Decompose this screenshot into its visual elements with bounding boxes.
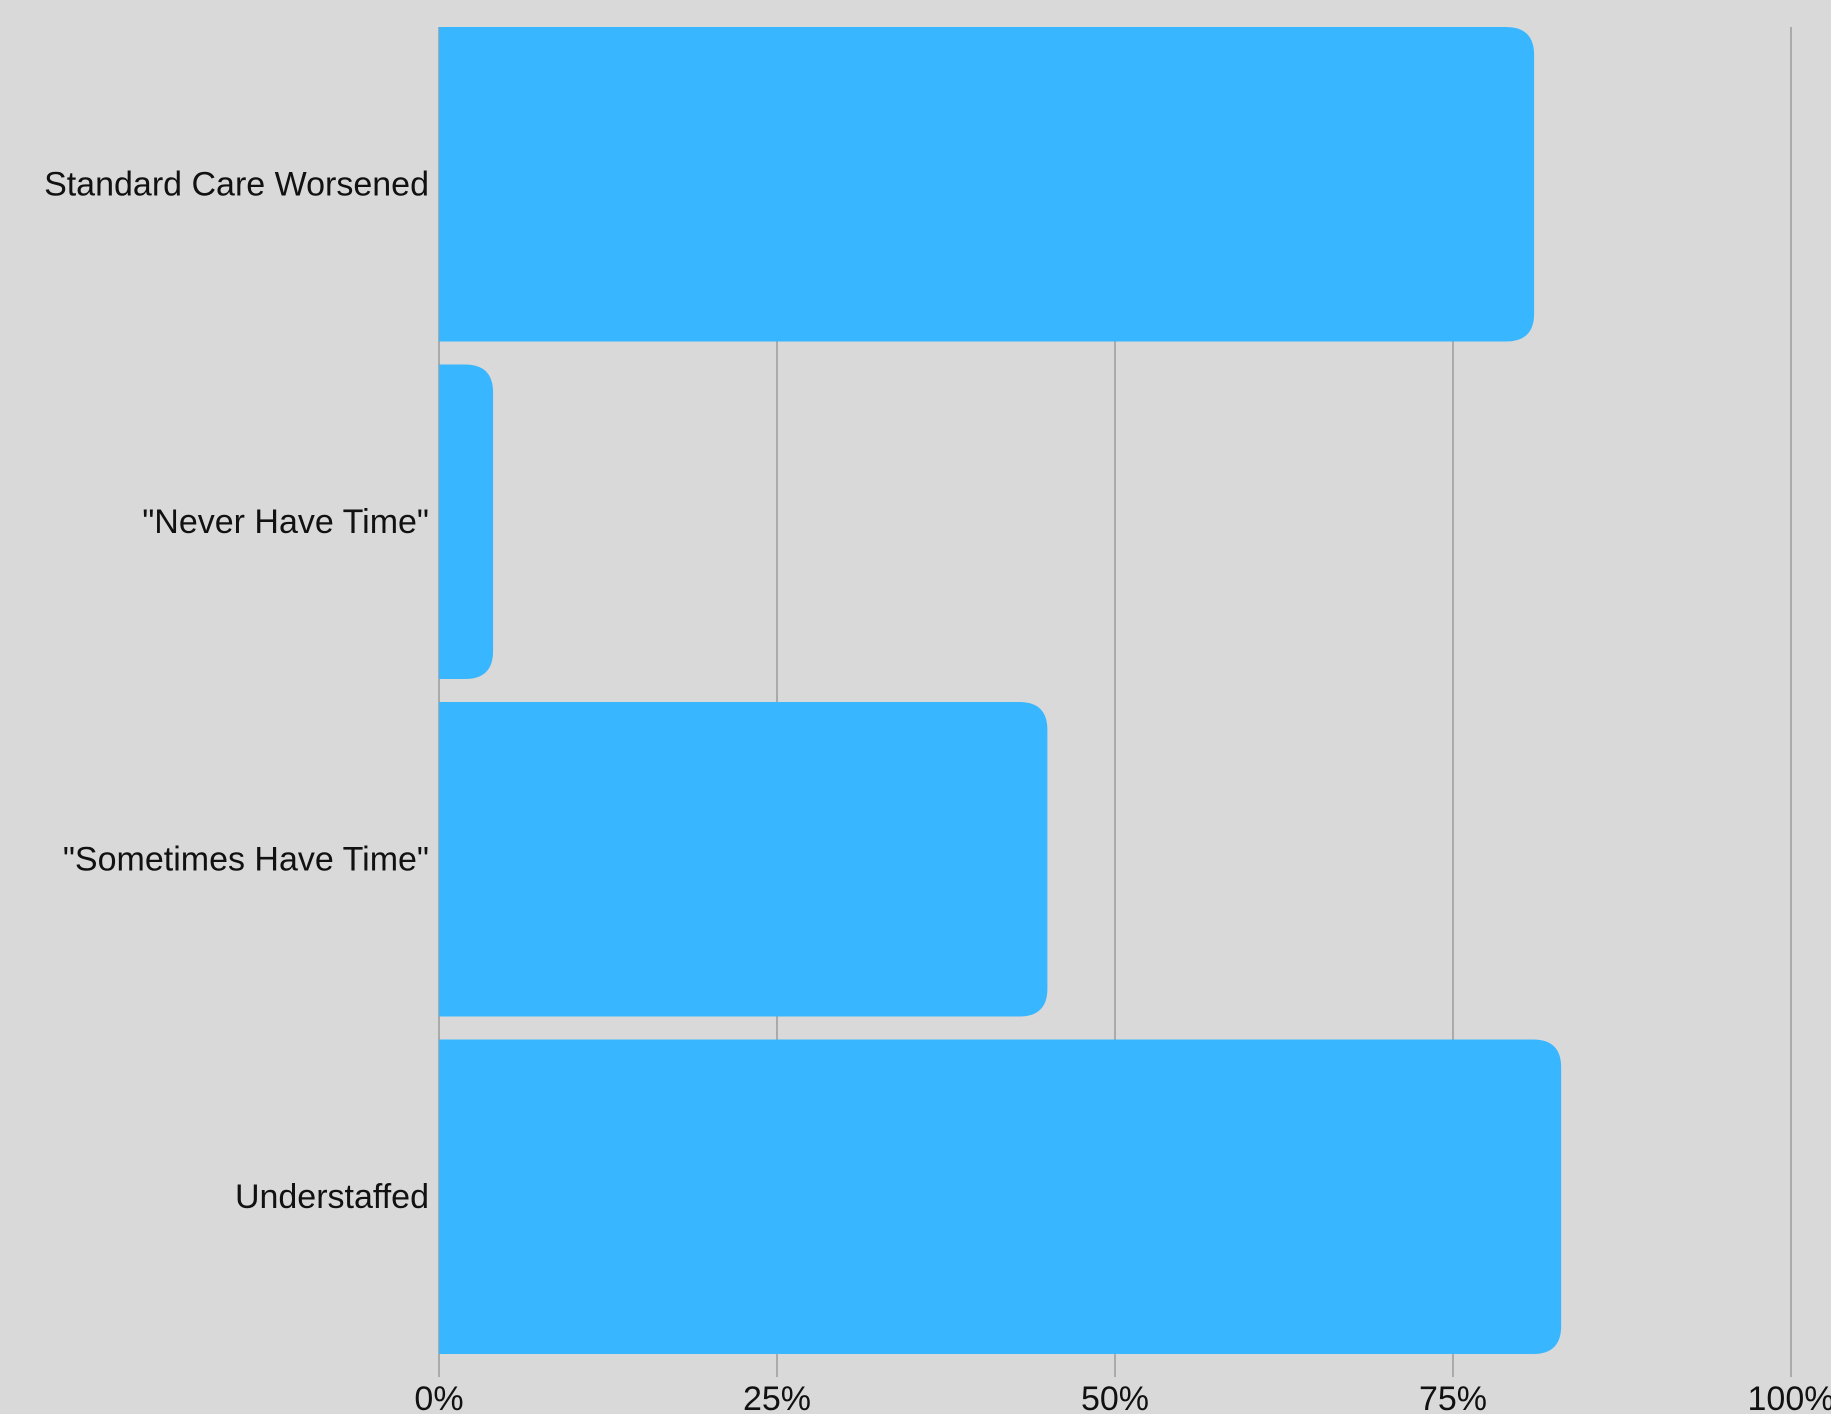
value-axis: 0% 25% 50% 75% 100% <box>414 1380 1831 1414</box>
bars <box>439 27 1562 1354</box>
x-tick-label-1: 25% <box>743 1380 811 1414</box>
category-label-3: Understaffed <box>235 1178 429 1216</box>
bar-0 <box>439 27 1535 342</box>
category-label-0: Standard Care Worsened <box>44 165 429 203</box>
category-label-2: "Sometimes Have Time" <box>63 840 429 878</box>
category-labels: Standard Care Worsened "Never Have Time" "… <box>44 165 429 1216</box>
x-tick-label-3: 75% <box>1419 1380 1487 1414</box>
x-tick-label-4: 100% <box>1748 1380 1831 1414</box>
x-tick-label-0: 0% <box>414 1380 463 1414</box>
bar-1 <box>439 364 494 679</box>
category-label-1: "Never Have Time" <box>142 503 429 541</box>
bar-2 <box>439 702 1048 1017</box>
bar-3 <box>439 1039 1562 1354</box>
x-tick-label-2: 50% <box>1081 1380 1149 1414</box>
